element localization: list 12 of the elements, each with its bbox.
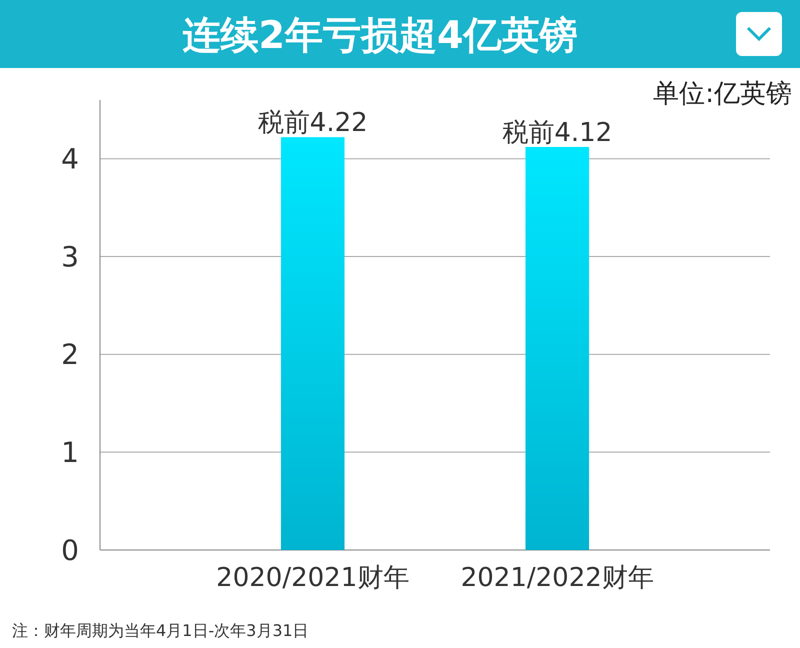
y-tick-label: 4 [61,142,79,176]
y-tick-label: 1 [61,436,79,469]
x-tick-label: 2021/2022财年 [460,563,654,593]
chart-title: 连续2年亏损超4亿英镑 [182,13,578,57]
text: 注：财年周期为当年4月1日-次年3月31日 [12,621,309,640]
annotation: 单位:亿英镑 [653,79,792,109]
data-label: 税前4.22 [258,108,368,138]
y-tick-label: 0 [61,534,79,567]
y-tick-label: 3 [61,240,79,274]
x-tick-label: 2020/2021财年 [216,563,410,593]
data-label: 税前4.12 [502,118,612,148]
y-tick-label: 2 [61,338,79,372]
